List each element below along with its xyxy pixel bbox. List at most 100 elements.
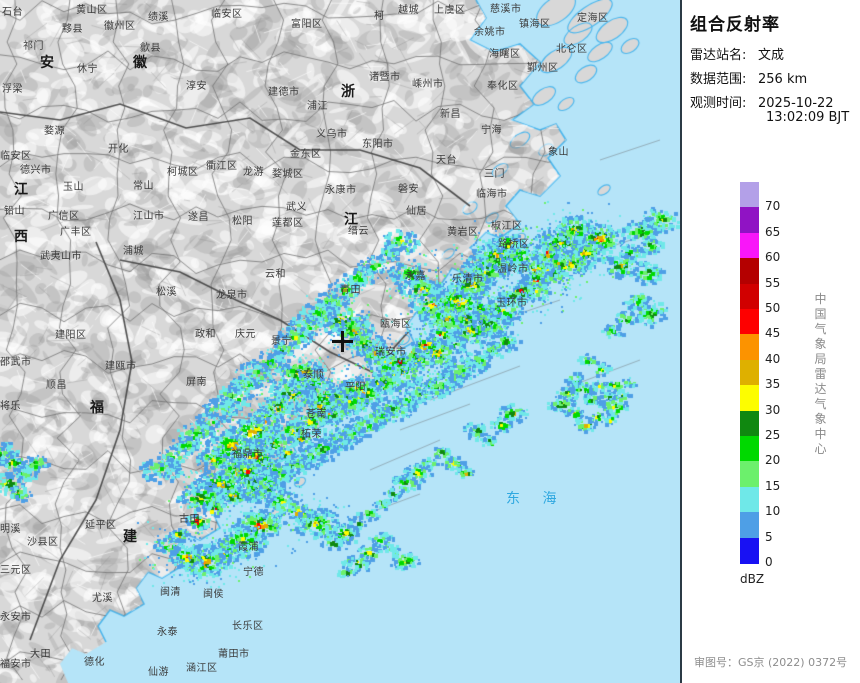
map-place-label: 尤溪 (92, 593, 113, 604)
map-place-label: 徽州区 (104, 21, 136, 32)
map-place-label: 庆元 (235, 329, 256, 340)
map-place-label: 休宁 (77, 64, 98, 75)
map-place-label: 常山 (133, 181, 154, 192)
colorbar-tick-label: 40 (765, 351, 781, 366)
colorbar-unit-label: dBZ (740, 572, 765, 586)
radar-map-panel[interactable]: 石台 黄山区 绩溪 临安区 富阳区柯越城 上虞区 慈溪市 镇海区 定海区 黟县 徽州区 祁门 歙县 余姚市… (0, 0, 682, 683)
map-place-label: 奉化区 (487, 81, 519, 92)
map-place-label: 顺昌 (46, 380, 67, 391)
map-place-label: 江山市 (133, 211, 165, 222)
map-place-label: 祁门 (23, 41, 44, 52)
radar-station-marker[interactable] (332, 331, 353, 352)
map-place-label: 将乐 (0, 401, 21, 412)
map-place-label: 沙县区 (27, 537, 59, 548)
colorbar-tick-label: 10 (765, 504, 781, 519)
agency-credit-char: 象 (814, 412, 828, 426)
map-place-label: 黄岩区 (447, 227, 479, 238)
map-place-label: 天台 (436, 155, 457, 166)
map-place-label: 富阳区 (291, 19, 323, 30)
agency-credit-char: 心 (814, 442, 828, 456)
map-place-label: 仙游 (148, 667, 169, 678)
map-place-label: 柯 (374, 11, 385, 22)
agency-credit-char: 国 (814, 307, 828, 321)
meta-row-time: 观测时间: 2025-10-22 (690, 92, 834, 111)
colorbar-swatch[interactable] (740, 232, 759, 259)
map-place-label: 浦江 (307, 101, 328, 112)
map-place-label: 慈溪市 (490, 4, 522, 15)
map-place-label: 永安市 (0, 612, 32, 623)
map-place-label: 嵊州市 (412, 79, 444, 90)
agency-credit-char: 气 (814, 322, 828, 336)
colorbar-swatch[interactable] (740, 410, 759, 437)
colorbar-swatch[interactable] (740, 436, 759, 462)
map-place-label: 瓯海区 (380, 319, 412, 330)
colorbar-swatch[interactable] (740, 385, 759, 412)
colorbar-tick-label: 20 (765, 453, 781, 468)
map-place-label: 永康市 (325, 185, 357, 196)
map-place-label: 永泰 (157, 627, 178, 638)
map-place-label: 明溪 (0, 524, 21, 535)
map-place-label: 铅山 (4, 206, 25, 217)
agency-credit-char: 气 (814, 397, 828, 411)
map-province-label: 江 (344, 212, 361, 228)
map-place-label: 浦城 (123, 246, 144, 257)
colorbar-swatch[interactable] (740, 512, 759, 539)
meta-row-station: 雷达站名: 文成 (690, 44, 784, 63)
map-place-label: 三门 (484, 169, 505, 180)
meta-value-clock: 13:02:09 BJT (766, 110, 850, 125)
colorbar-tick-label: 60 (765, 250, 781, 265)
agency-credit-vertical: 中国气象局雷达气象中心 (812, 292, 830, 457)
map-place-label: 德兴市 (20, 165, 52, 176)
sea-name-label: 东 海 (506, 491, 566, 507)
colorbar-tick-label: 15 (765, 478, 781, 493)
colorbar-tick-label: 35 (765, 377, 781, 392)
colorbar-swatch[interactable] (740, 283, 759, 310)
map-place-label: 象山 (548, 147, 569, 158)
map-place-label: 广信区 (48, 211, 80, 222)
colorbar-swatch[interactable] (740, 182, 759, 208)
map-place-label: 莲都区 (272, 218, 304, 229)
colorbar-swatch[interactable] (740, 461, 759, 488)
colorbar-swatch[interactable] (740, 334, 759, 361)
colorbar-swatch[interactable] (740, 537, 759, 564)
map-place-label: 古田 (179, 514, 200, 525)
colorbar-tick-label: 30 (765, 402, 781, 417)
agency-credit-char: 中 (814, 292, 828, 306)
map-place-label: 长乐区 (232, 621, 264, 632)
dbz-colorbar[interactable]: 70 65 60 55 50 45 40 35 30 25 20 15 10 5 0 (740, 182, 780, 569)
map-place-label: 余姚市 (474, 27, 506, 38)
map-province-label: 西 (14, 229, 31, 245)
colorbar-swatch[interactable] (740, 486, 759, 513)
agency-credit-char: 象 (814, 337, 828, 351)
map-place-label: 建德市 (268, 87, 300, 98)
colorbar-swatch[interactable] (740, 359, 759, 386)
map-province-label: 建 (123, 529, 140, 545)
map-place-label: 三元区 (0, 565, 32, 576)
meta-value-range: 256 km (758, 72, 808, 87)
map-place-label: 诸暨市 (369, 72, 401, 83)
map-place-label: 龙泉市 (216, 290, 248, 301)
colorbar-swatch[interactable] (740, 309, 759, 335)
map-place-label: 松阳 (232, 216, 253, 227)
map-place-label: 福鼎市 (232, 449, 264, 460)
map-place-label: 新昌 (440, 109, 461, 120)
map-place-label: 泰顺 (303, 370, 324, 381)
map-place-label: 婺城区 (272, 169, 304, 180)
map-place-label: 青田 (340, 285, 361, 296)
map-place-label: 柯城区 (167, 167, 199, 178)
colorbar-swatch[interactable] (740, 207, 759, 234)
agency-credit-char: 中 (814, 427, 828, 441)
map-place-label: 定海区 (577, 13, 609, 24)
map-place-label: 黄山区 (76, 5, 108, 16)
map-place-label: 瑞安市 (375, 347, 407, 358)
map-place-label: 黟县 (62, 24, 83, 35)
map-place-label: 磐安 (398, 184, 419, 195)
map-place-label: 东阳市 (362, 139, 394, 150)
agency-credit-char: 达 (814, 382, 828, 396)
product-title: 组合反射率 (690, 15, 780, 35)
map-place-label: 永嘉 (405, 271, 426, 282)
colorbar-swatch[interactable] (740, 258, 759, 285)
map-place-label: 越城 (398, 5, 419, 16)
map-place-label: 衢江区 (206, 161, 238, 172)
map-place-label: 淳安 (186, 81, 207, 92)
